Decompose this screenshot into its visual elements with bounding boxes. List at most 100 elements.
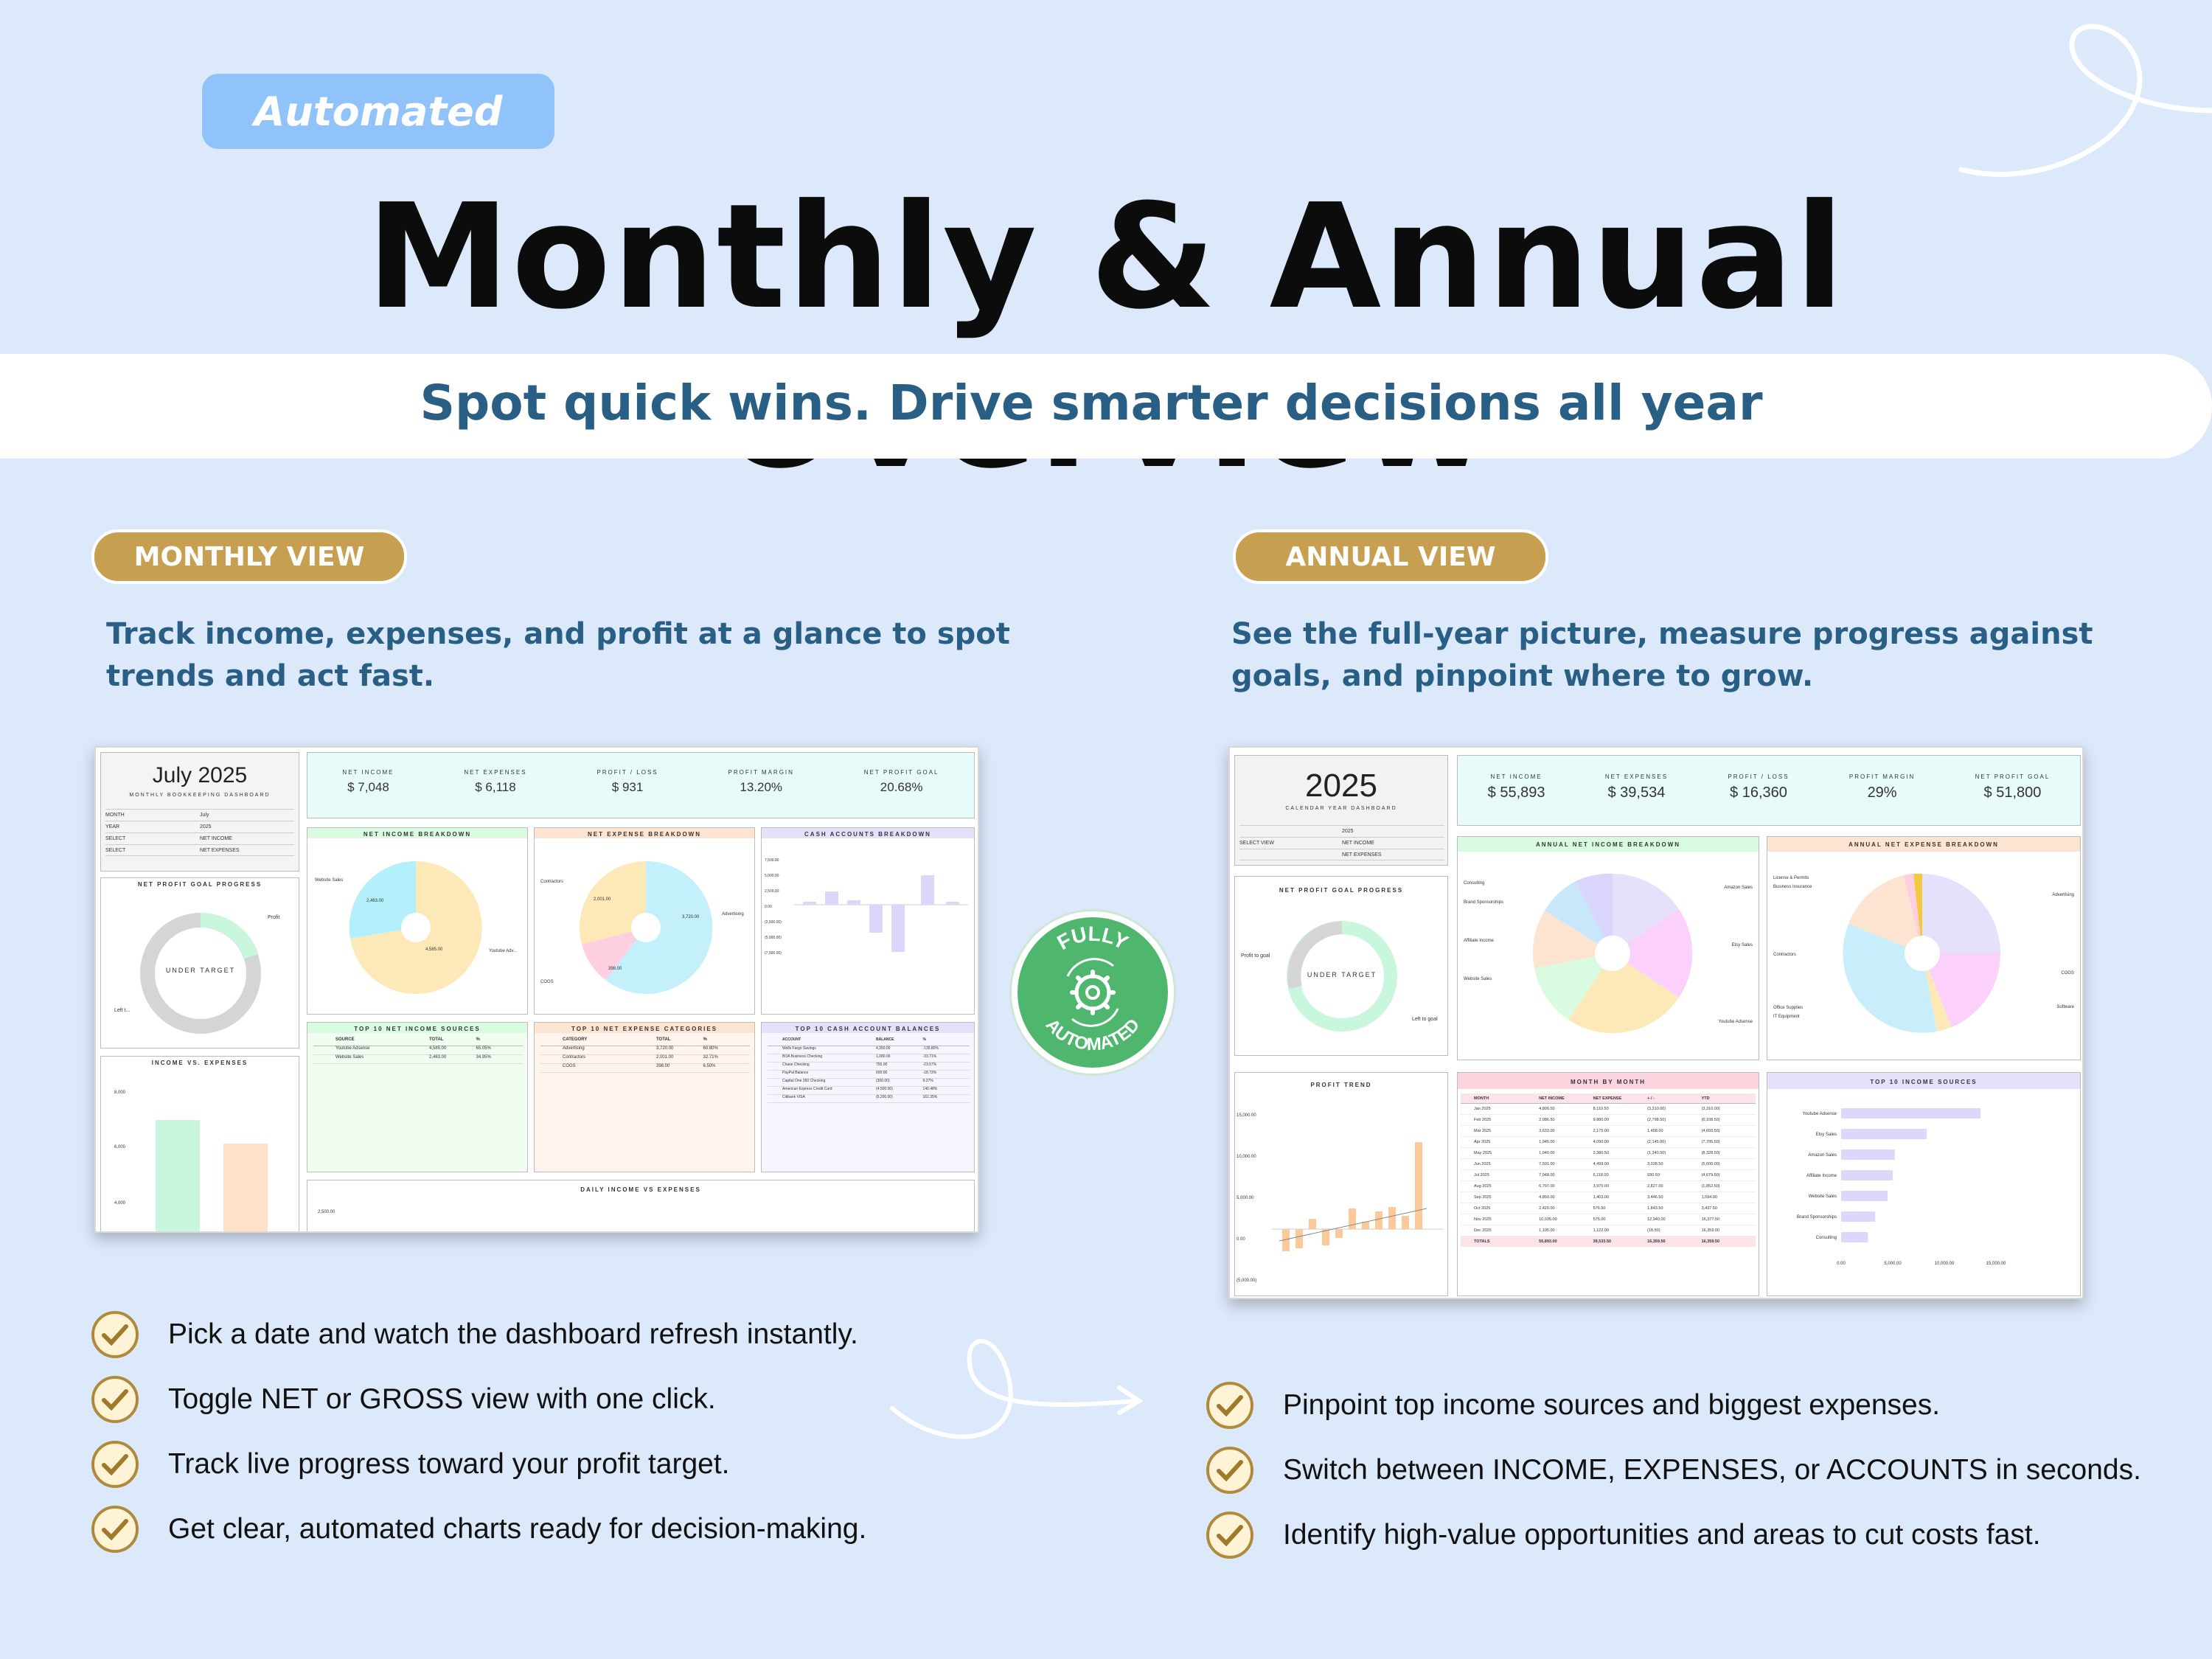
table-row: Sep 2025 4,850.00 1,403.00 3,446.50 1,594.00	[1461, 1192, 1756, 1203]
kpi-net-profit-goal: NET PROFIT GOAL $ 51,800	[1975, 773, 2051, 801]
bar-label: Amazon Sales	[1808, 1153, 1837, 1158]
goal-progress-panel: NET PROFIT GOAL PROGRESS UNDER TARGET Pr…	[1234, 876, 1448, 1056]
panel-title: TOP 10 CASH ACCOUNT BALANCES	[795, 1026, 941, 1032]
annual-dashboard: 2025 CALENDAR YEAR DASHBOARD 2025 SELECT…	[1228, 746, 2084, 1299]
checkmark-icon	[1206, 1382, 1253, 1429]
panel-title: TOP 10 NET INCOME SOURCES	[354, 1026, 481, 1032]
table-row: American Express Credit Card (4,500.00) 14…	[768, 1087, 970, 1095]
pie-label: Youtube Adv...	[489, 949, 518, 953]
selector-row[interactable]: 2025	[1239, 825, 1444, 837]
bar-label: Consulting	[1816, 1236, 1837, 1240]
kpi-profit-margin: PROFIT MARGIN 29%	[1848, 773, 1916, 801]
table: CATEGORY TOTAL% Advertising 3,720.00 60.80%…	[540, 1037, 750, 1073]
panel-title: NET EXPENSE BREAKDOWN	[587, 831, 701, 838]
goal-status: UNDER TARGET	[1307, 971, 1377, 978]
selector-row[interactable]: YEAR 2025	[105, 821, 294, 832]
monthly-view-pill: MONTHLY VIEW	[91, 529, 407, 584]
page-subtitle: Spot quick wins. Drive smarter decisions…	[420, 375, 1763, 431]
top-cash-table: TOP 10 CASH ACCOUNT BALANCES ACCOUNT BALA…	[761, 1022, 975, 1172]
income-bar	[1841, 1191, 1888, 1201]
pie-labels-left: Consulting Brand Sponsorships Affiliate In…	[1464, 881, 1504, 981]
table: MONTH NET INCOME NET EXPENSE + / - YTD Jan 2…	[1461, 1093, 1756, 1247]
income-bar	[1841, 1129, 1927, 1139]
annual-bullet: Switch between INCOME, EXPENSES, or ACCO…	[1206, 1447, 2141, 1494]
expense-bar	[223, 1144, 268, 1231]
panel-title: NET PROFIT GOAL PROGRESS	[1279, 887, 1404, 894]
goal-donut	[1287, 921, 1397, 1032]
top-income-sources-panel: TOP 10 INCOME SOURCES Youtube Adsense Ets…	[1767, 1072, 2081, 1296]
panel-title: CASH ACCOUNTS BREAKDOWN	[804, 831, 931, 838]
monthly-bullet: Toggle NET or GROSS view with one click.	[91, 1376, 716, 1423]
kpi-profit-margin: PROFIT MARGIN 13.20%	[728, 769, 794, 794]
kpi-profit-loss: PROFIT / LOSS $ 16,360	[1728, 773, 1790, 801]
income-bar	[1841, 1150, 1895, 1160]
cash-accounts-breakdown-panel: CASH ACCOUNTS BREAKDOWN 7,500.00 5,000.00…	[761, 827, 975, 1015]
table-row: BOA Business Checking 1,080.00 -33.71%	[768, 1054, 970, 1062]
table-row: Website Sales 2,463.00 34.95%	[313, 1055, 523, 1064]
svg-text:FULLY: FULLY	[1054, 922, 1133, 954]
pie-label: Advertising	[722, 912, 744, 917]
bullet-text: Pick a date and watch the dashboard refr…	[168, 1318, 858, 1350]
selector-row[interactable]: MONTH July	[105, 809, 294, 821]
selector-row[interactable]: NET EXPENSES	[1239, 849, 1444, 860]
bullet-text: Get clear, automated charts ready for de…	[168, 1513, 867, 1545]
net-income-breakdown-panel: NET INCOME BREAKDOWN Website Sales Youtu…	[307, 827, 528, 1015]
goal-left-label: Left to goal	[1412, 1017, 1438, 1022]
monthly-bullet: Pick a date and watch the dashboard refr…	[91, 1311, 858, 1358]
dashboard-title: July 2025	[152, 763, 248, 787]
table-row: Wells Fargo Savings 4,350.00 -135.80%	[768, 1046, 970, 1054]
annual-bullet: Pinpoint top income sources and biggest …	[1206, 1382, 1940, 1429]
selector-row[interactable]: SELECT NET INCOME	[105, 832, 294, 844]
pie-labels-right: Advertising COGS Software	[2052, 893, 2074, 1009]
panel-title: ANNUAL NET EXPENSE BREAKDOWN	[1848, 841, 1999, 848]
annual-expense-breakdown-panel: ANNUAL NET EXPENSE BREAKDOWN License & P…	[1767, 836, 2081, 1060]
table-row: Mar 2025 3,633.00 2,175.00 1,458.00 (4,650.5…	[1461, 1126, 1756, 1137]
income-bar	[1841, 1211, 1876, 1222]
table-row: Capital One 360 Checking (300.00) 9.37%	[768, 1079, 970, 1087]
panel-title: TOP 10 NET EXPENSE CATEGORIES	[571, 1026, 718, 1032]
y-tick: 8,000	[114, 1091, 126, 1095]
pie-value: 3,720.00	[682, 915, 700, 919]
panel-title: PROFIT TREND	[1310, 1082, 1372, 1088]
bullet-text: Toggle NET or GROSS view with one click.	[168, 1383, 716, 1415]
selector-row[interactable]: SELECT VIEW NET INCOME	[1239, 837, 1444, 849]
expense-pie	[1843, 873, 2001, 1033]
monthly-bullet: Track live progress toward your profit t…	[91, 1441, 730, 1488]
checkmark-icon	[91, 1506, 139, 1553]
expense-pie	[580, 860, 713, 994]
table-row: Citibank VISA (5,200.00) 162.35%	[768, 1095, 970, 1103]
y-tick: 4,000	[114, 1201, 126, 1206]
kpi-net-expenses: NET EXPENSES $ 6,118	[464, 769, 527, 794]
table-row: Jul 2025 7,048.00 6,118.00 930.50 (4,679.50)	[1461, 1170, 1756, 1181]
annual-bullet: Identify high-value opportunities and ar…	[1206, 1512, 2041, 1559]
subtitle-band	[0, 354, 2212, 459]
income-vs-expenses-panel: INCOME VS. EXPENSES 8,000 6,000 4,000	[100, 1056, 299, 1231]
table-row: Oct 2025 2,420.00 576.50 1,843.50 3,437.50	[1461, 1203, 1756, 1214]
checkmark-icon	[91, 1311, 139, 1358]
x-tick: 10,000.00	[1935, 1262, 1955, 1266]
panel-title: INCOME VS. EXPENSES	[151, 1060, 248, 1066]
income-bar	[1841, 1232, 1868, 1242]
trend-y-ticks: 15,000.00 10,000.00 5,000.00 0.00 (5,000.00)	[1237, 1113, 1257, 1283]
annual-description: See the full-year picture, measure progr…	[1231, 617, 2093, 693]
kpi-net-profit-goal: NET PROFIT GOAL 20.68%	[863, 769, 939, 794]
bullet-text: Switch between INCOME, EXPENSES, or ACCO…	[1283, 1454, 2141, 1486]
decorative-swirl-top	[1958, 24, 2212, 177]
table-row: Feb 2025 2,086.50 9,880.00 (2,798.50) (6,108…	[1461, 1115, 1756, 1126]
table-header: MONTH NET INCOME NET EXPENSE + / - YTD	[1461, 1093, 1756, 1104]
selector-row[interactable]: SELECT NET EXPENSES	[105, 844, 294, 856]
table-header: ACCOUNT BALANCE%	[768, 1037, 970, 1046]
income-bar	[1841, 1170, 1893, 1180]
table: SOURCE TOTAL% Youtube Adsense 4,585.00 65.0…	[313, 1037, 523, 1064]
profit-trend-chart	[1272, 1142, 1443, 1251]
checkmark-icon	[1206, 1512, 1253, 1559]
bullet-text: Track live progress toward your profit t…	[168, 1448, 730, 1480]
goal-left-label: Left t...	[114, 1008, 131, 1013]
goal-profit-label: Profit to goal	[1241, 953, 1270, 959]
monthly-dashboard: July 2025 MONTHLY BOOKKEEPING DASHBOARD …	[94, 746, 979, 1233]
pie-value: 2,001.00	[594, 897, 611, 902]
daily-income-panel: DAILY INCOME VS EXPENSES 2,500.00	[307, 1180, 975, 1231]
pie-value: 2,463.00	[366, 899, 384, 903]
cash-y-ticks: 7,500.00 5,000.00 2,500.00 0.00 (2,500.00) (5…	[765, 858, 782, 956]
pie-label: Contractors	[540, 880, 564, 884]
